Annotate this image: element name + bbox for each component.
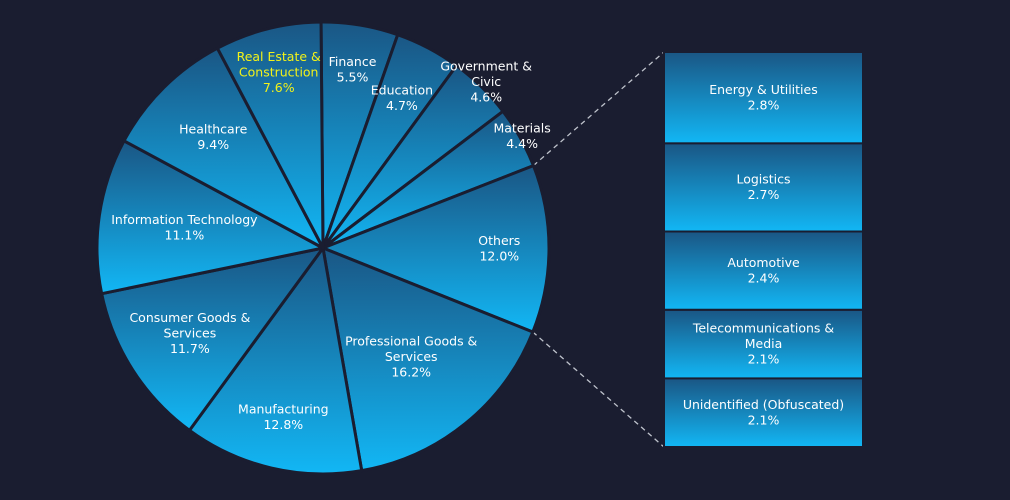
slice-label-manufacturing: Manufacturing 12.8%	[238, 402, 329, 433]
slice-label-government-and-civic: Government & Civic 4.6%	[440, 59, 532, 105]
pie-slice-consumer-goods-and-services	[100, 246, 325, 432]
bar-label-telecommunications-and-media: Telecommunications & Media 2.1%	[692, 321, 835, 367]
bar-segment-energy-and-utilities	[663, 51, 864, 145]
pie-slice-information-technology	[95, 139, 325, 296]
bar-label-energy-and-utilities: Energy & Utilities 2.8%	[709, 82, 818, 113]
pie-slice-real-estate-and-construction	[215, 20, 325, 250]
slice-label-education: Education 4.7%	[371, 82, 433, 113]
slice-label-finance: Finance 5.5%	[329, 54, 377, 85]
slice-label-real-estate-and-construction: Real Estate & Construction 7.6%	[237, 49, 321, 95]
slice-label-consumer-goods-and-services: Consumer Goods & Services 11.7%	[129, 310, 250, 356]
slice-label-materials: Materials 4.4%	[493, 121, 550, 152]
slice-label-others: Others 12.0%	[478, 233, 520, 264]
pie-slice-manufacturing	[187, 246, 364, 476]
slice-label-professional-goods-and-services: Professional Goods & Services 16.2%	[345, 333, 477, 379]
bar-segment-logistics	[663, 142, 864, 233]
pie-slice-others	[321, 164, 551, 334]
slice-label-healthcare: Healthcare 9.4%	[179, 122, 247, 153]
connector-top	[532, 51, 665, 167]
bar-label-unidentified-obfuscated: Unidentified (Obfuscated) 2.1%	[683, 397, 844, 428]
pie-slice-healthcare	[122, 46, 325, 250]
pie-slice-professional-goods-and-services	[321, 246, 535, 473]
bar-label-automotive: Automotive 2.4%	[727, 255, 800, 286]
connector-bottom	[532, 331, 665, 448]
bar-segment-unidentified-obfuscated	[663, 377, 864, 448]
slice-label-information-technology: Information Technology 11.1%	[111, 212, 258, 243]
bar-label-logistics: Logistics 2.7%	[736, 172, 790, 203]
